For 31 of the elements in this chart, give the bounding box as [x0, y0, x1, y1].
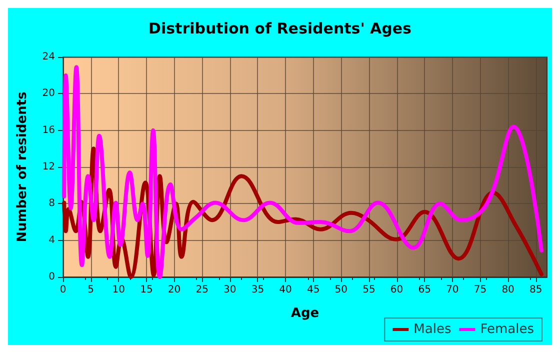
chart-title: Distribution of Residents' Ages: [148, 20, 412, 38]
x-tick-label: 55: [362, 284, 376, 296]
x-tick-label: 80: [502, 284, 514, 296]
x-tick-label: 15: [140, 284, 153, 296]
x-tick-label: 0: [60, 284, 66, 296]
y-tick-label: 12: [42, 162, 55, 172]
y-tick-label: 16: [42, 124, 55, 136]
x-tick-label: 85: [530, 284, 542, 296]
x-tick-label: 75: [474, 284, 487, 296]
x-tick-label: 65: [418, 284, 431, 296]
x-axis-title: Age: [290, 306, 320, 321]
x-tick-label: 45: [306, 284, 320, 296]
x-tick-label: 20: [168, 284, 181, 296]
y-tick-label: 0: [48, 272, 55, 282]
y-tick-label: 8: [48, 198, 55, 210]
x-tick-label: 5: [88, 284, 94, 296]
line-series: [62, 65, 544, 279]
x-tick-label: 35: [251, 284, 264, 296]
y-tick-label: 20: [42, 88, 55, 100]
x-tick-label: 60: [390, 284, 404, 296]
x-tick-label: 70: [446, 284, 459, 296]
legend-label: Males: [414, 322, 452, 337]
y-axis-title: Number of residents: [15, 91, 30, 242]
x-tick-label: 50: [334, 284, 348, 296]
x-tick-label: 10: [112, 284, 125, 296]
y-tick-label: 24: [42, 52, 55, 62]
x-tick-label: 40: [279, 284, 292, 296]
legend-label: Females: [480, 322, 534, 337]
x-tick-label: 30: [224, 284, 236, 296]
y-tick-label: 4: [48, 234, 55, 246]
x-tick-label: 25: [196, 284, 208, 296]
